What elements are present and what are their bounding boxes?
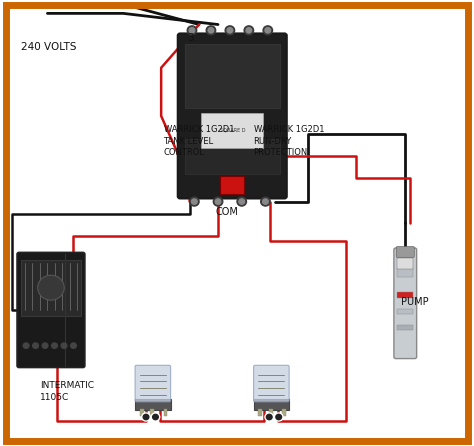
FancyBboxPatch shape	[21, 260, 81, 316]
FancyBboxPatch shape	[282, 409, 286, 416]
Text: 240 VOLTS: 240 VOLTS	[21, 42, 77, 52]
FancyBboxPatch shape	[397, 258, 413, 269]
Text: COM: COM	[216, 207, 238, 217]
FancyBboxPatch shape	[254, 399, 289, 410]
Text: 3: 3	[187, 33, 194, 43]
FancyBboxPatch shape	[397, 268, 413, 277]
Text: SQUARE D: SQUARE D	[219, 128, 245, 133]
Circle shape	[191, 199, 197, 204]
FancyBboxPatch shape	[397, 309, 413, 314]
FancyBboxPatch shape	[258, 409, 262, 416]
FancyBboxPatch shape	[185, 44, 280, 108]
FancyBboxPatch shape	[201, 113, 263, 148]
FancyBboxPatch shape	[397, 292, 413, 298]
Circle shape	[42, 343, 48, 348]
Circle shape	[71, 343, 76, 348]
Circle shape	[261, 197, 270, 206]
Circle shape	[263, 26, 273, 35]
FancyBboxPatch shape	[254, 365, 289, 402]
Circle shape	[206, 26, 216, 35]
Circle shape	[265, 413, 273, 421]
Text: WARRICK 1G2D1
RUN-DRY
PROTECTION: WARRICK 1G2D1 RUN-DRY PROTECTION	[254, 125, 324, 157]
Circle shape	[38, 275, 64, 300]
FancyBboxPatch shape	[397, 325, 413, 330]
Circle shape	[246, 28, 252, 33]
Circle shape	[237, 197, 246, 206]
Circle shape	[143, 414, 149, 420]
FancyBboxPatch shape	[150, 409, 154, 416]
FancyBboxPatch shape	[140, 409, 144, 416]
Circle shape	[213, 197, 223, 206]
FancyBboxPatch shape	[178, 33, 287, 198]
FancyBboxPatch shape	[220, 176, 244, 194]
Text: PUMP: PUMP	[401, 297, 428, 306]
Circle shape	[227, 28, 233, 33]
Circle shape	[263, 199, 268, 204]
Circle shape	[52, 343, 57, 348]
Circle shape	[153, 414, 158, 420]
Circle shape	[225, 26, 235, 35]
FancyBboxPatch shape	[396, 247, 414, 257]
FancyBboxPatch shape	[164, 409, 167, 416]
Circle shape	[23, 343, 29, 348]
Circle shape	[266, 414, 272, 420]
Circle shape	[239, 199, 245, 204]
Circle shape	[189, 28, 195, 33]
Text: WARRICK 1G2D1
TANK LEVEL
CONTROL: WARRICK 1G2D1 TANK LEVEL CONTROL	[164, 125, 234, 157]
Circle shape	[265, 28, 271, 33]
Circle shape	[142, 413, 150, 421]
Text: INTERMATIC
1105C: INTERMATIC 1105C	[40, 381, 94, 402]
Circle shape	[61, 343, 67, 348]
FancyBboxPatch shape	[17, 252, 85, 368]
Circle shape	[187, 26, 197, 35]
Circle shape	[33, 343, 38, 348]
Circle shape	[151, 413, 160, 421]
Circle shape	[276, 414, 282, 420]
FancyBboxPatch shape	[135, 399, 171, 410]
FancyBboxPatch shape	[269, 409, 273, 416]
FancyBboxPatch shape	[394, 248, 417, 359]
FancyBboxPatch shape	[135, 365, 171, 402]
Circle shape	[208, 28, 214, 33]
Circle shape	[244, 26, 254, 35]
Circle shape	[190, 197, 199, 206]
Circle shape	[274, 413, 283, 421]
FancyBboxPatch shape	[185, 139, 280, 174]
Circle shape	[215, 199, 221, 204]
